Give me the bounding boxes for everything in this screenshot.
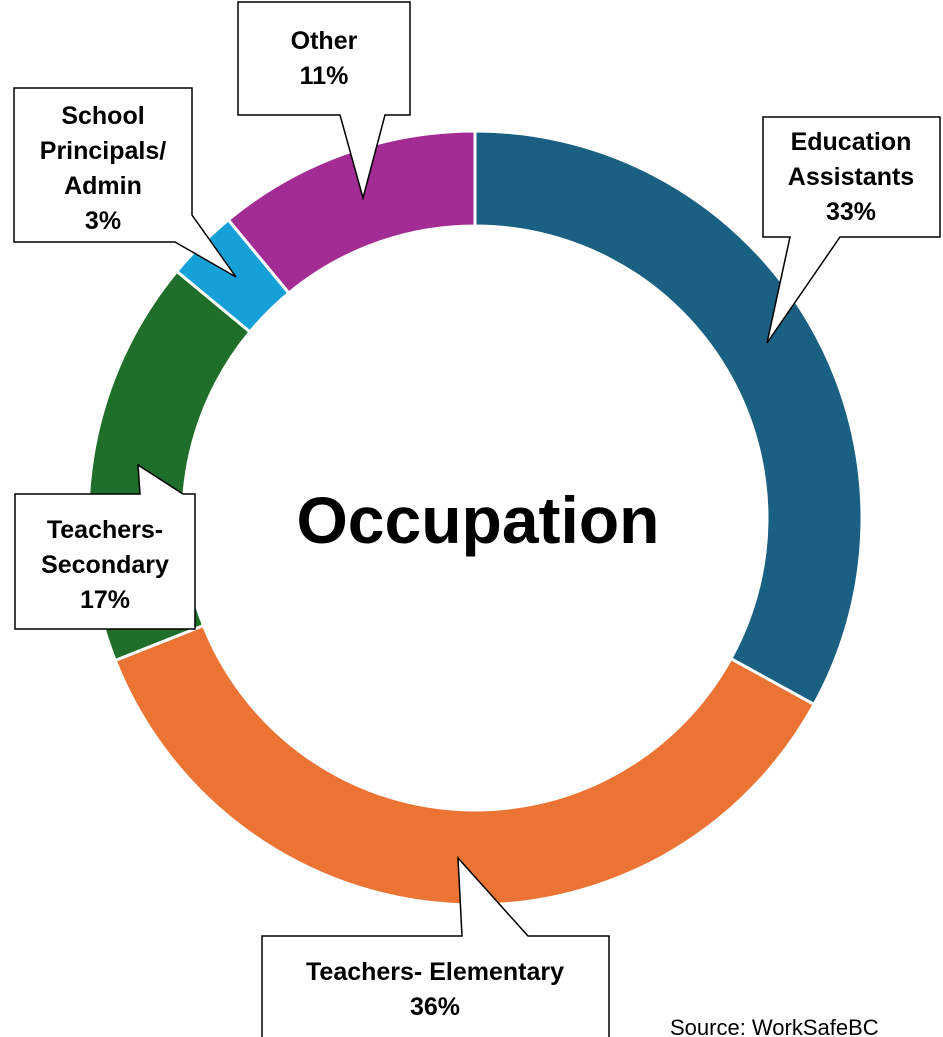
value-label: 33%: [826, 198, 876, 226]
category-label: Teachers- Elementary: [306, 958, 564, 986]
value-label: 17%: [80, 586, 130, 614]
callout-box: [14, 463, 196, 630]
callout-box: [237, 1, 411, 201]
donut-segment: [113, 623, 817, 907]
donut-segment: [226, 129, 477, 296]
chart-title: Occupation: [296, 483, 659, 557]
callout-box: [762, 116, 941, 344]
callout-box: [13, 87, 237, 278]
category-label: School Principals/Admin: [40, 102, 166, 200]
value-label: 11%: [300, 62, 349, 90]
value-label: 3%: [85, 207, 121, 235]
category-label: Education Assistants: [788, 128, 914, 191]
donut-segment: [473, 129, 864, 707]
source-note: Source: WorkSafeBC: [670, 1015, 879, 1037]
value-label: 36%: [410, 993, 460, 1021]
callouts: Education Assistants 33% Teachers- Elementa…: [13, 1, 941, 1037]
category-label: Teachers-Secondary: [41, 516, 169, 579]
category-label: Other: [291, 27, 358, 55]
callout-box: [261, 855, 610, 1037]
